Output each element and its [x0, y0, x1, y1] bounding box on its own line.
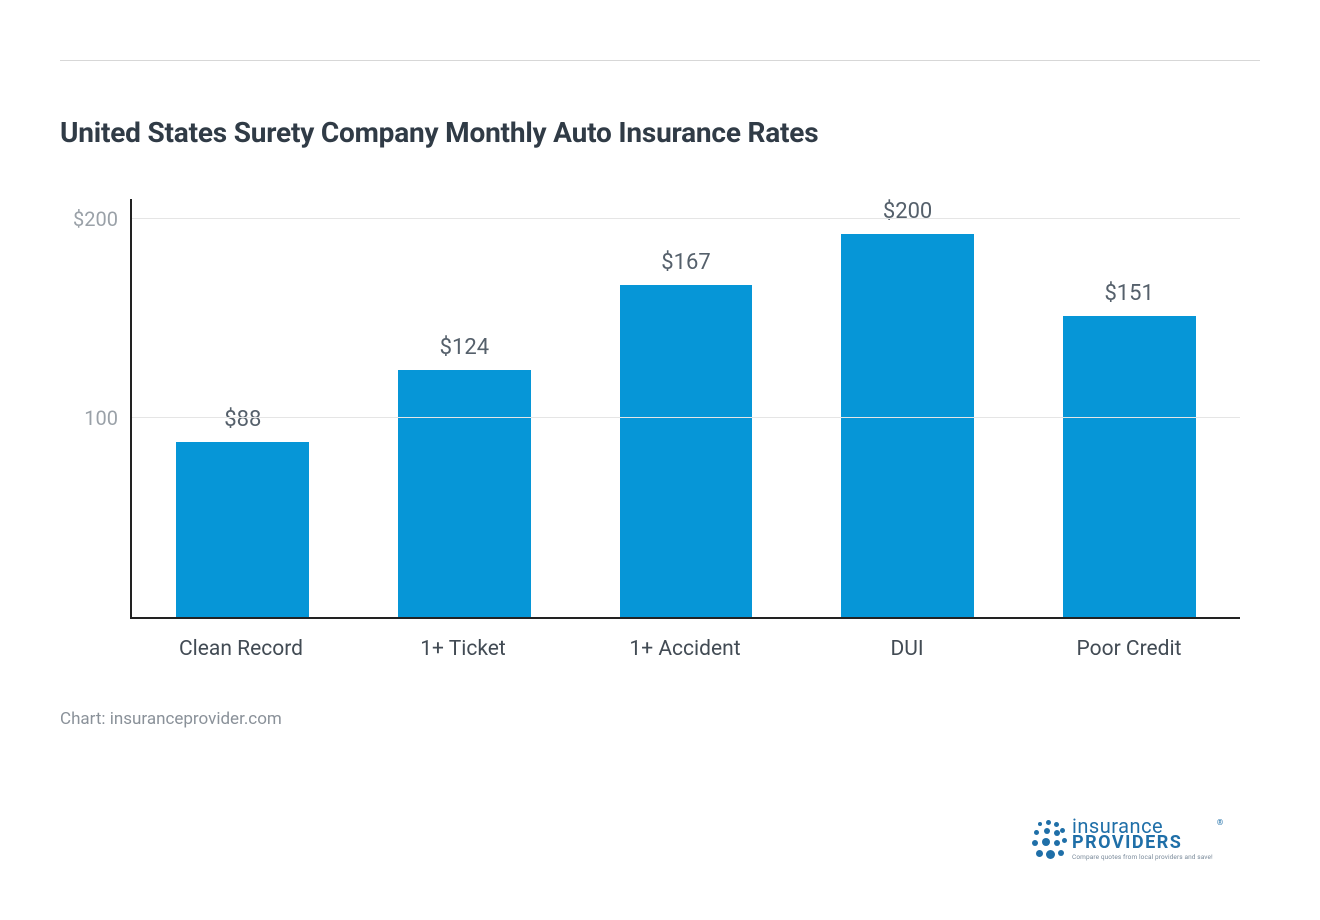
- x-axis-label: 1+ Accident: [574, 637, 796, 661]
- brand-logo: insurance PROVIDERS Compare quotes from …: [1030, 816, 1250, 861]
- bars-group: $88 $124 $167 $200 $151: [132, 199, 1240, 617]
- logo-registered-icon: ®: [1217, 818, 1223, 827]
- plot-region: $88$124$167$200$151 100$200: [130, 199, 1240, 619]
- bar-value-label: $167: [661, 250, 710, 275]
- bar-value-label: $88: [224, 407, 261, 432]
- bar: [176, 442, 309, 617]
- chart-container: United States Surety Company Monthly Aut…: [0, 0, 1320, 920]
- x-axis-label: 1+ Ticket: [352, 637, 574, 661]
- bar-value-label: $151: [1104, 281, 1153, 306]
- bar-slot: $151: [1018, 199, 1240, 617]
- chart-source: Chart: insuranceprovider.com: [60, 709, 1260, 729]
- x-axis-labels: Clean Record1+ Ticket1+ AccidentDUIPoor …: [130, 629, 1240, 669]
- bar: [841, 234, 974, 617]
- grid-line: [132, 218, 1240, 219]
- logo-tagline: Compare quotes from local providers and …: [1072, 854, 1213, 861]
- x-axis-label: Poor Credit: [1018, 637, 1240, 661]
- grid-line: [132, 417, 1240, 418]
- bar-slot: $167: [575, 199, 797, 617]
- y-axis-label: $200: [73, 207, 132, 231]
- bar-slot: $88: [132, 199, 354, 617]
- y-axis-label: 100: [84, 406, 132, 430]
- bar-slot: $200: [797, 199, 1019, 617]
- bar: [398, 370, 531, 617]
- chart-title: United States Surety Company Monthly Aut…: [60, 116, 1260, 149]
- x-axis-label: DUI: [796, 637, 1018, 661]
- bar-slot: $124: [354, 199, 576, 617]
- bar: [620, 285, 753, 617]
- x-axis-label: Clean Record: [130, 637, 352, 661]
- bar: [1063, 316, 1196, 617]
- logo-dots-icon: [1030, 820, 1070, 860]
- top-divider: [60, 60, 1260, 61]
- bar-value-label: $200: [883, 199, 932, 224]
- logo-text-bottom: PROVIDERS: [1072, 834, 1213, 852]
- chart-area: $88$124$167$200$151 100$200 Clean Record…: [130, 199, 1240, 669]
- bar-value-label: $124: [440, 335, 489, 360]
